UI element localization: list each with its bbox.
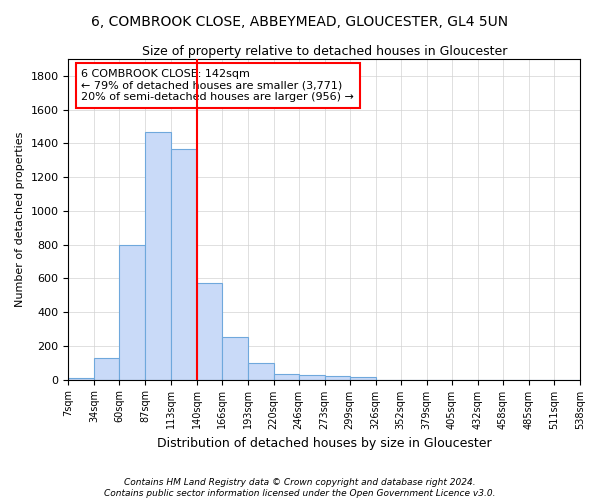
Bar xyxy=(248,362,274,380)
Bar xyxy=(350,377,376,380)
Text: 6 COMBROOK CLOSE: 142sqm
← 79% of detached houses are smaller (3,771)
20% of sem: 6 COMBROOK CLOSE: 142sqm ← 79% of detach… xyxy=(81,69,354,102)
Bar xyxy=(68,378,94,380)
Bar xyxy=(94,358,119,380)
Text: Contains HM Land Registry data © Crown copyright and database right 2024.
Contai: Contains HM Land Registry data © Crown c… xyxy=(104,478,496,498)
Title: Size of property relative to detached houses in Gloucester: Size of property relative to detached ho… xyxy=(142,45,507,58)
Bar xyxy=(119,244,145,380)
Bar xyxy=(197,284,221,380)
Text: 6, COMBROOK CLOSE, ABBEYMEAD, GLOUCESTER, GL4 5UN: 6, COMBROOK CLOSE, ABBEYMEAD, GLOUCESTER… xyxy=(91,15,509,29)
Y-axis label: Number of detached properties: Number of detached properties xyxy=(15,132,25,307)
X-axis label: Distribution of detached houses by size in Gloucester: Distribution of detached houses by size … xyxy=(157,437,491,450)
Bar xyxy=(299,376,325,380)
Bar xyxy=(221,338,248,380)
Bar xyxy=(274,374,299,380)
Bar xyxy=(145,132,170,380)
Bar xyxy=(170,148,197,380)
Bar xyxy=(325,376,350,380)
